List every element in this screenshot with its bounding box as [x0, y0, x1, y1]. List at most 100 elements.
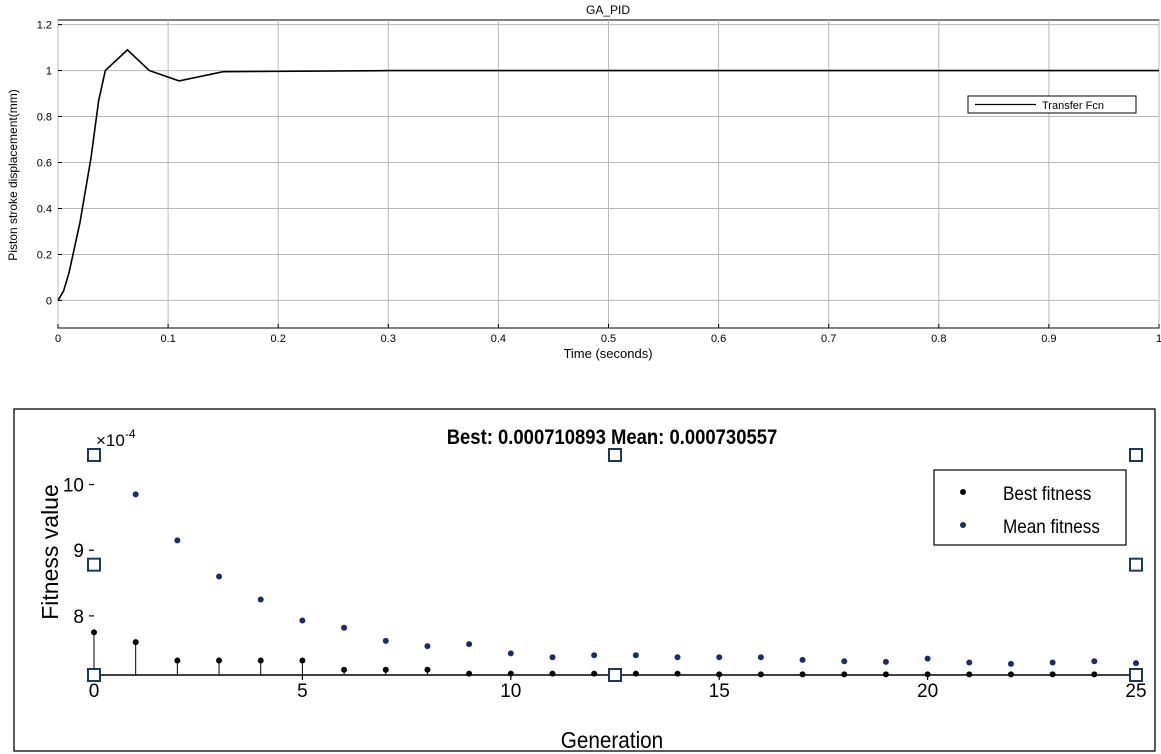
chart-title: Best: 0.000710893 Mean: 0.000730557	[447, 426, 778, 449]
x-tick-label: 0	[89, 681, 100, 702]
best-fitness-point	[382, 666, 389, 673]
best-fitness-point	[1007, 671, 1014, 678]
mean-fitness-point	[382, 637, 389, 644]
y-axis-label: Piston stroke displacement(mm)	[6, 89, 20, 260]
x-axis-ticks: 0 0.1 0.2 0.3 0.4 0.5 0.6 0.7 0.8 0.9 1	[55, 324, 1161, 345]
mean-fitness-point	[882, 658, 889, 665]
mean-fitness-point	[257, 596, 264, 603]
step-response-chart: GA_PID 0 0.1 0.2 0.3 0.4 0.5 0.6 0.7 0.8 0.9 1 0 0.…	[6, 3, 1161, 361]
mean-fitness-point	[341, 624, 348, 631]
selection-handles[interactable]	[87, 448, 1143, 682]
x-tick-label: 0.9	[1041, 333, 1056, 345]
x-tick-label: 0.1	[160, 333, 175, 345]
mean-fitness-point	[507, 650, 514, 657]
best-fitness-point	[91, 629, 97, 636]
mean-fitness-point	[549, 654, 556, 661]
best-fitness-point	[1049, 671, 1056, 678]
mean-fitness-point	[632, 652, 639, 659]
resize-handle[interactable]	[608, 448, 622, 462]
x-tick-label: 0.7	[821, 333, 836, 345]
mean-fitness-point	[424, 643, 431, 650]
legend-box	[933, 469, 1127, 546]
best-fitness-point	[591, 670, 598, 677]
best-fitness-point	[966, 671, 973, 678]
y-tick-label: 1.2	[37, 20, 52, 32]
x-tick-label: 1	[1156, 333, 1161, 345]
mean-fitness-point	[1133, 660, 1139, 667]
mean-fitness-point	[799, 656, 806, 663]
exponent-label: ×10-4	[96, 427, 136, 450]
y-tick-label: 0.6	[37, 158, 52, 170]
mean-fitness-point	[466, 641, 473, 648]
best-fitness-point	[716, 671, 723, 678]
best-fitness-point	[757, 671, 764, 678]
legend-label-transfer-fcn: Transfer Fcn	[1042, 100, 1104, 112]
y-tick-label: 8	[73, 607, 84, 628]
x-tick-label: 10	[500, 681, 521, 702]
resize-handle[interactable]	[608, 668, 622, 682]
x-tick-label: 5	[297, 681, 308, 702]
mean-fitness-point	[841, 658, 848, 665]
best-fitness-point	[841, 671, 848, 678]
mean-fitness-point	[674, 654, 681, 661]
y-tick-label: 0.4	[37, 203, 52, 215]
legend-label-mean-fitness: Mean fitness	[1003, 516, 1100, 537]
best-fitness-point	[257, 657, 264, 664]
x-tick-label: 0.5	[601, 333, 616, 345]
x-tick-label: 0.8	[931, 333, 946, 345]
y-tick-label: 9	[73, 541, 84, 562]
best-fitness-point	[466, 670, 473, 677]
mean-fitness-point	[216, 573, 223, 580]
best-fitness-point	[341, 666, 348, 673]
legend: Transfer Fcn	[967, 95, 1137, 114]
x-tick-label: 0.6	[711, 333, 726, 345]
mean-fitness-point	[966, 659, 973, 666]
resize-handle[interactable]	[1129, 557, 1143, 572]
mean-fitness-point	[591, 652, 598, 659]
best-fitness-point	[1091, 671, 1098, 678]
mean-fitness-point	[1007, 660, 1014, 667]
y-axis-ticks: 8 9 10	[63, 476, 94, 628]
y-tick-label: 1	[46, 66, 52, 78]
x-axis-label: Time (seconds)	[563, 346, 652, 361]
mean-fitness-point	[174, 537, 181, 544]
resize-handle[interactable]	[87, 668, 101, 682]
best-fitness-point	[299, 657, 306, 664]
x-tick-label: 0	[55, 333, 61, 345]
fitness-chart: Best: 0.000710893 Mean: 0.000730557 ×10-…	[13, 408, 1156, 753]
mean-fitness-points	[132, 491, 1139, 667]
mean-fitness-point	[132, 491, 139, 498]
best-fitness-point	[674, 670, 681, 677]
resize-handle[interactable]	[87, 448, 101, 462]
best-fitness-point	[507, 670, 514, 677]
best-fitness-point	[924, 671, 931, 678]
legend-box	[967, 95, 1137, 114]
legend-marker-best-fitness	[960, 489, 966, 495]
mean-fitness-point	[924, 655, 931, 662]
y-axis-ticks: 0 0.2 0.4 0.6 0.8 1 1.2	[37, 20, 62, 307]
best-fitness-points	[91, 629, 1139, 678]
x-axis-ticks: 0 5 10 15 20 25	[89, 675, 1147, 702]
x-tick-label: 0.3	[381, 333, 396, 345]
best-fitness-point	[799, 671, 806, 678]
chart-title: GA_PID	[586, 3, 630, 17]
mean-fitness-point	[299, 617, 306, 624]
x-axis-label: Generation	[561, 727, 663, 753]
best-fitness-point	[424, 666, 431, 673]
y-axis-label: Fitness value	[37, 484, 63, 620]
y-tick-label: 0.2	[37, 249, 52, 261]
resize-handle[interactable]	[1129, 448, 1143, 462]
y-tick-label: 10	[63, 476, 84, 497]
legend-label-best-fitness: Best fitness	[1003, 483, 1091, 504]
mean-fitness-point	[1091, 658, 1098, 665]
resize-handle[interactable]	[87, 557, 101, 572]
best-fitness-point	[132, 639, 139, 646]
best-fitness-point	[174, 657, 181, 664]
best-fitness-point	[632, 670, 639, 677]
resize-handle[interactable]	[1129, 668, 1143, 682]
best-fitness-point	[549, 670, 556, 677]
series-line-transfer-fcn	[57, 48, 1159, 301]
x-tick-label: 0.2	[271, 333, 286, 345]
x-tick-label: 0.4	[491, 333, 506, 345]
